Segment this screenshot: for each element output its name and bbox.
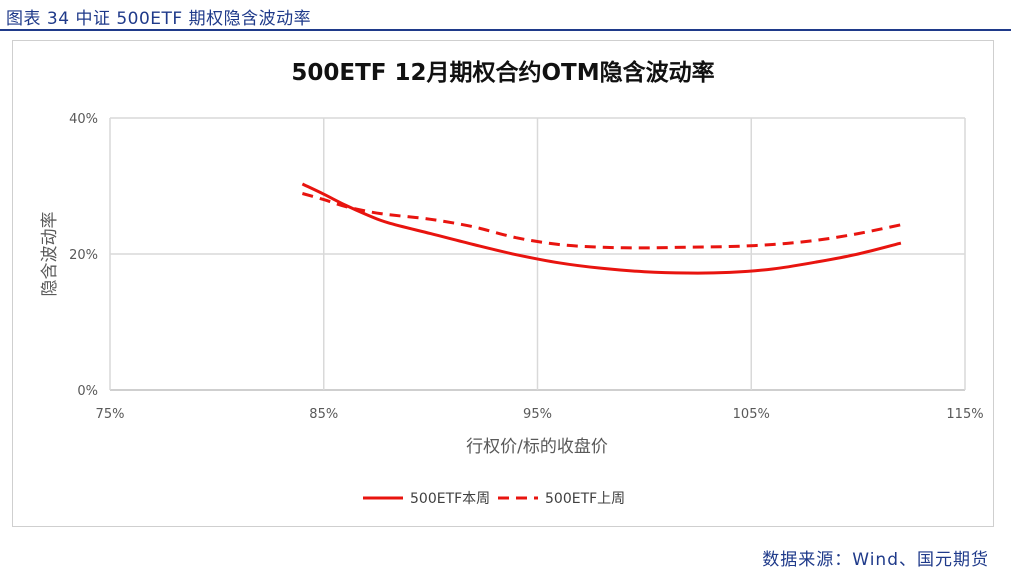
- y-axis-label: 隐含波动率: [40, 212, 60, 297]
- series-line-last-week: [301, 192, 902, 250]
- chart-frame: [12, 40, 994, 527]
- legend: 500ETF本周 500ETF上周: [363, 491, 625, 507]
- series-line-this-week: [301, 182, 902, 275]
- y-tick-label: 40%: [69, 112, 98, 127]
- chart-title: 500ETF 12月期权合约OTM隐含波动率: [291, 59, 714, 86]
- grid-layer: [109, 117, 966, 391]
- legend-label-last-week: 500ETF上周: [545, 491, 625, 507]
- legend-label-this-week: 500ETF本周: [410, 491, 490, 507]
- caption-divider: [0, 29, 1011, 31]
- series-layer: [301, 182, 902, 275]
- y-tick-label: 20%: [69, 248, 98, 263]
- x-tick-label: 75%: [96, 407, 125, 422]
- x-tick-label: 85%: [309, 407, 338, 422]
- data-source: 数据来源：Wind、国元期货: [762, 545, 989, 570]
- x-tick-label: 115%: [946, 407, 983, 422]
- figure-caption: 图表 34 中证 500ETF 期权隐含波动率: [6, 9, 312, 29]
- x-tick-label: 95%: [523, 407, 552, 422]
- x-axis-label: 行权价/标的收盘价: [466, 437, 608, 457]
- x-tick-label: 105%: [733, 407, 770, 422]
- x-tick-labels: 75% 85% 95% 105% 115%: [96, 407, 984, 422]
- y-tick-labels: 0% 20% 40%: [69, 112, 98, 399]
- source-label: 数据来源：: [762, 550, 853, 570]
- y-tick-label: 0%: [77, 384, 98, 399]
- source-value: Wind、国元期货: [852, 550, 989, 570]
